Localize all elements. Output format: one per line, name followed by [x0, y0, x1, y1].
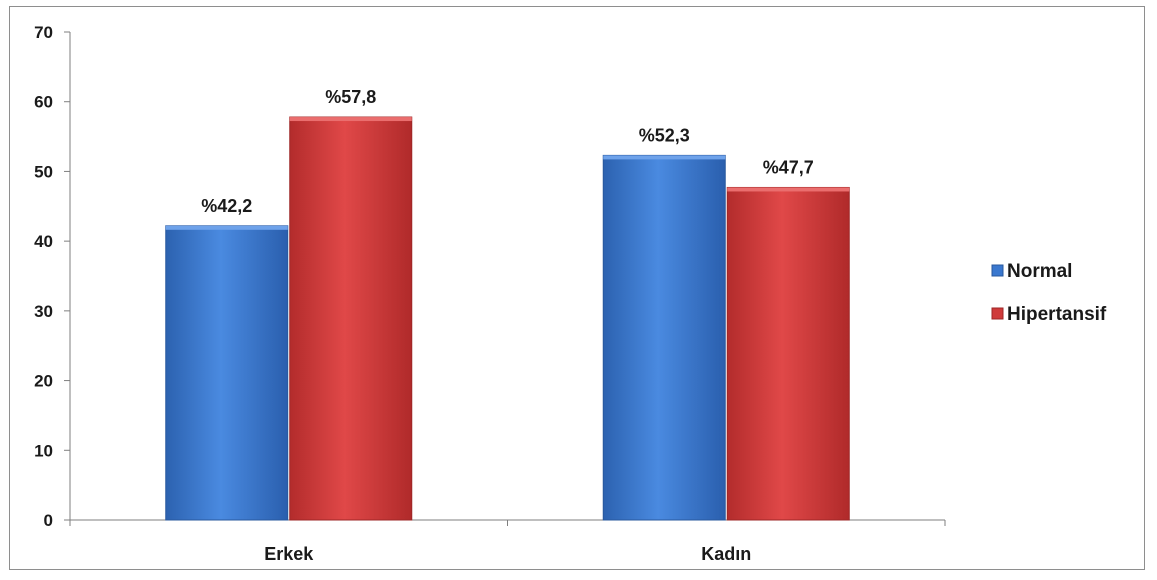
bars [165, 116, 850, 521]
y-tick-label: 0 [44, 511, 53, 530]
data-label: %42,2 [201, 196, 252, 216]
y-tick-label: 20 [34, 372, 53, 391]
y-tick-label: 30 [34, 302, 53, 321]
bar [289, 116, 413, 521]
bar [726, 186, 850, 521]
bar-normal-0 [165, 225, 289, 521]
legend-item-hipertansif: Hipertansif [991, 304, 1107, 325]
x-category-label: Erkek [264, 544, 314, 564]
y-tick-label: 50 [34, 162, 53, 181]
legend: Normal Hipertansif [991, 261, 1107, 325]
legend-label: Normal [1007, 261, 1072, 282]
data-label: %47,7 [763, 157, 814, 177]
bar-top-highlight [289, 117, 412, 122]
bar-hipertansif-1 [726, 186, 850, 521]
bar-hipertansif-0 [289, 116, 413, 521]
x-category-label: Kadın [701, 544, 751, 564]
legend-item-normal: Normal [991, 261, 1072, 282]
bar-top-highlight [603, 155, 726, 160]
data-label: %57,8 [325, 87, 376, 107]
legend-label: Hipertansif [1007, 304, 1107, 325]
bar-top-highlight [165, 225, 288, 230]
y-tick-label: 10 [34, 441, 53, 460]
bar [165, 225, 289, 521]
y-tick-label: 70 [34, 23, 53, 42]
y-tick-label: 40 [34, 232, 53, 251]
bar-top-highlight [727, 187, 850, 192]
data-label: %52,3 [639, 125, 690, 145]
legend-swatch [991, 264, 1004, 277]
bar [602, 154, 726, 521]
legend-swatch [991, 307, 1004, 320]
bar-normal-1 [602, 154, 726, 521]
y-tick-label: 60 [34, 93, 53, 112]
data-labels: %42,2 %57,8 %52,3 %47,7 [201, 87, 814, 216]
